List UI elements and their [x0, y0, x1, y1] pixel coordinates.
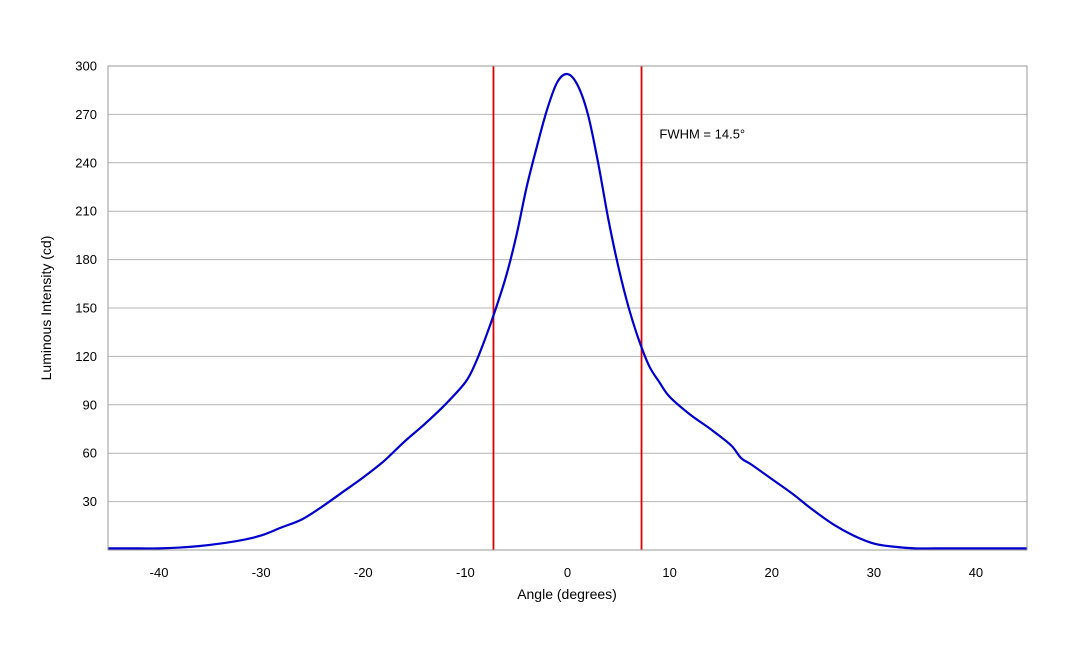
x-tick-label: -40: [150, 565, 169, 580]
x-tick-label: 30: [867, 565, 881, 580]
y-axis-ticks: 30 60 90 120 150 180 210 240 270 300: [75, 59, 97, 510]
series-line: [108, 72, 1027, 550]
x-tick-label: 10: [662, 565, 676, 580]
plot-frame: [107, 65, 1028, 551]
series-group: [108, 72, 1027, 550]
y-tick-label: 270: [75, 107, 97, 122]
x-tick-label: -20: [354, 565, 373, 580]
y-tick-label: 60: [83, 446, 97, 461]
y-axis-label: Luminous Intensity (cd): [38, 236, 54, 381]
y-tick-label: 300: [75, 59, 97, 74]
annotations: FWHM = 14.5°: [659, 127, 745, 142]
fwhm-annotation: FWHM = 14.5°: [659, 127, 745, 142]
y-tick-label: 30: [83, 494, 97, 509]
x-tick-label: 40: [969, 565, 983, 580]
y-tick-label: 120: [75, 349, 97, 364]
y-tick-label: 240: [75, 155, 97, 170]
x-tick-label: -30: [252, 565, 271, 580]
x-axis-label: Angle (degrees): [517, 586, 617, 602]
grid-lines: [108, 65, 1027, 503]
x-tick-label: -10: [456, 565, 475, 580]
y-tick-label: 90: [83, 397, 97, 412]
y-tick-label: 150: [75, 301, 97, 316]
x-tick-label: 20: [764, 565, 778, 580]
y-tick-label: 210: [75, 204, 97, 219]
y-tick-label: 180: [75, 252, 97, 267]
x-axis-ticks: -40 -30 -20 -10 0 10 20 30 40: [150, 565, 984, 580]
x-tick-label: 0: [564, 565, 571, 580]
fwhm-lines: [492, 66, 643, 550]
